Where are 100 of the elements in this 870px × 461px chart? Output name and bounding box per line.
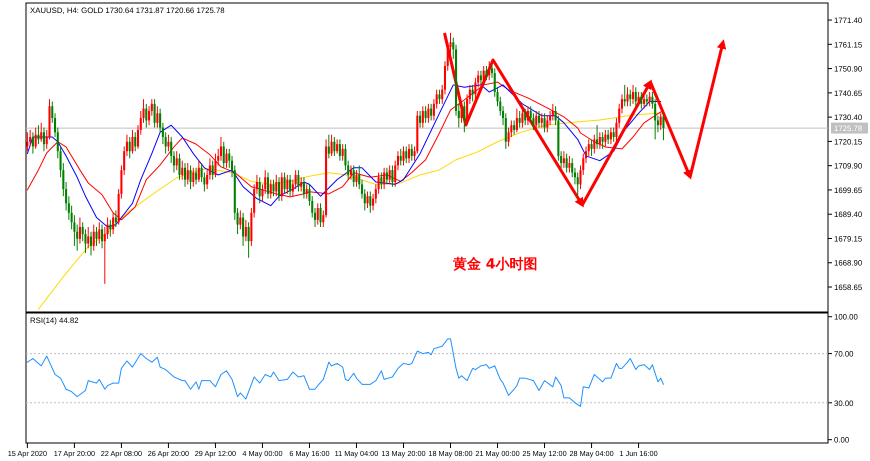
candlestick xyxy=(513,120,516,136)
candlestick xyxy=(330,134,333,156)
candlestick xyxy=(239,210,242,230)
candlestick xyxy=(134,132,136,152)
candlestick xyxy=(286,174,288,194)
candlestick xyxy=(176,150,178,171)
candlestick xyxy=(145,103,148,128)
candlestick xyxy=(604,129,606,147)
candlestick xyxy=(391,164,394,188)
candlestick xyxy=(42,127,46,152)
candlestick xyxy=(352,164,355,188)
candlestick xyxy=(400,148,402,166)
candlestick xyxy=(275,174,278,197)
candlestick xyxy=(258,176,261,204)
candlestick xyxy=(640,92,642,110)
candlestick xyxy=(225,148,228,168)
candlestick xyxy=(181,160,184,180)
candlestick xyxy=(598,132,601,150)
candlestick xyxy=(355,170,358,188)
candlestick xyxy=(427,103,430,124)
candlestick xyxy=(568,155,570,174)
candlestick xyxy=(540,112,543,128)
candlestick xyxy=(419,110,422,128)
candlestick xyxy=(336,138,338,154)
candlestick xyxy=(526,106,529,126)
candlestick xyxy=(566,153,568,174)
candlestick xyxy=(388,164,391,185)
candlestick xyxy=(516,108,518,133)
candlestick xyxy=(430,103,432,121)
candlestick xyxy=(610,127,612,145)
candlestick xyxy=(612,127,615,142)
candlestick xyxy=(648,92,651,107)
line-series xyxy=(38,112,662,310)
candlestick xyxy=(383,167,386,190)
candlestick xyxy=(92,224,95,252)
candlestick xyxy=(190,164,192,190)
candlestick xyxy=(212,160,214,180)
candlestick xyxy=(410,144,413,162)
candlestick xyxy=(306,184,308,200)
candlestick xyxy=(629,89,632,107)
candlestick xyxy=(278,176,280,202)
candlestick xyxy=(562,150,565,168)
candlestick xyxy=(34,127,37,150)
candlestick xyxy=(280,172,283,202)
candlestick xyxy=(214,153,216,178)
candlestick xyxy=(300,176,302,192)
candlestick xyxy=(386,167,388,185)
candlestick xyxy=(422,106,424,128)
candlestick xyxy=(405,146,408,164)
candlestick xyxy=(538,110,540,128)
candlestick xyxy=(380,172,382,190)
candlestick xyxy=(192,167,194,188)
candlestick xyxy=(40,122,42,142)
candlestick xyxy=(178,153,181,180)
candlestick xyxy=(338,138,341,162)
candlestick xyxy=(643,94,646,110)
candlestick xyxy=(222,141,225,168)
candlestick xyxy=(485,65,488,81)
candlestick xyxy=(128,136,131,159)
candlestick xyxy=(662,113,664,141)
candlestick xyxy=(167,134,170,152)
candlestick xyxy=(480,70,482,86)
candlestick xyxy=(316,202,319,226)
candlestick xyxy=(98,222,100,244)
candlestick xyxy=(78,217,81,244)
candlestick xyxy=(154,98,156,128)
candlestick xyxy=(319,202,322,228)
candlestick xyxy=(596,124,598,150)
candlestick xyxy=(272,179,275,197)
candlestick xyxy=(342,144,344,162)
candlestick xyxy=(220,136,222,162)
candlestick xyxy=(576,172,579,197)
candlestick xyxy=(156,106,158,128)
candlestick xyxy=(242,212,244,246)
candlestick xyxy=(424,106,427,124)
candlestick xyxy=(131,129,134,154)
candlestick xyxy=(37,124,40,145)
candlestick xyxy=(101,224,104,249)
line-series xyxy=(26,338,664,407)
candlestick xyxy=(463,101,466,133)
candlestick xyxy=(535,110,538,130)
candlestick xyxy=(543,112,546,133)
candlestick xyxy=(552,103,554,121)
candlestick xyxy=(333,136,336,156)
candlestick xyxy=(289,174,292,197)
candlestick xyxy=(32,132,34,154)
candlestick xyxy=(266,172,270,200)
candlestick xyxy=(488,60,490,81)
candlestick xyxy=(521,108,524,128)
candlestick xyxy=(198,160,200,183)
candlestick xyxy=(109,219,112,237)
candlestick xyxy=(26,132,28,152)
candlestick xyxy=(472,84,474,102)
candlestick xyxy=(284,172,286,194)
candlestick xyxy=(624,84,626,107)
candlestick xyxy=(297,170,300,192)
candlestick xyxy=(524,108,526,126)
candlestick xyxy=(244,219,247,242)
candlestick xyxy=(402,146,405,166)
candlestick xyxy=(350,164,352,180)
